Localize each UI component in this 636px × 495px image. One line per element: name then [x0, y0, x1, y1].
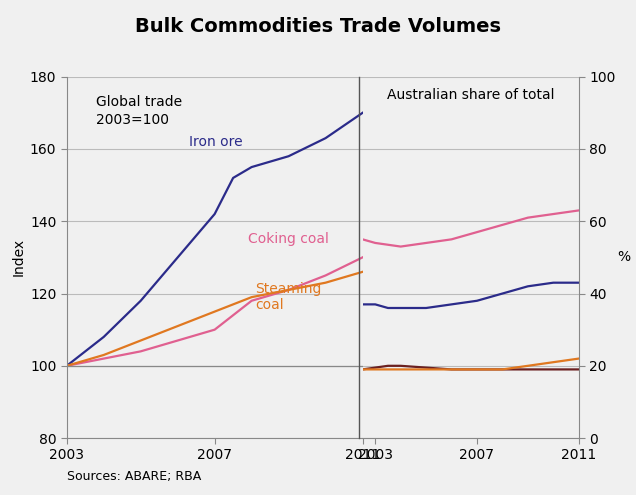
Text: Australian share of total: Australian share of total: [387, 88, 555, 101]
Y-axis label: Index: Index: [11, 238, 25, 277]
Y-axis label: %: %: [618, 250, 630, 264]
Text: Sources: ABARE; RBA: Sources: ABARE; RBA: [67, 470, 201, 483]
Text: 2003=100: 2003=100: [97, 113, 169, 127]
Text: Global trade: Global trade: [97, 95, 183, 109]
Text: Coking coal: Coking coal: [248, 232, 329, 247]
Text: Iron ore: Iron ore: [189, 135, 242, 149]
Text: Bulk Commodities Trade Volumes: Bulk Commodities Trade Volumes: [135, 17, 501, 36]
Text: Steaming
coal: Steaming coal: [255, 282, 322, 312]
